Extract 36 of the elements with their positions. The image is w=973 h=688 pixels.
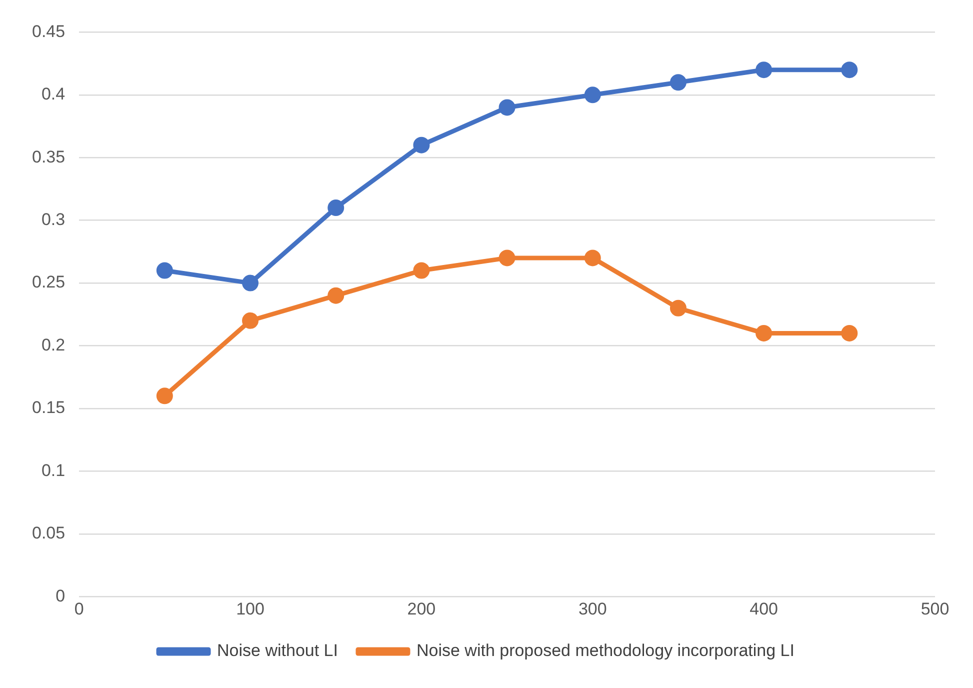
y-tick-label: 0.1 [41,460,66,480]
point [841,324,858,342]
point [242,274,259,292]
x-tick-label: 400 [750,599,778,618]
x-tick-label: 100 [236,599,264,618]
y-tick-label: 0 [56,586,66,606]
legend-label: Noise without LI [217,641,338,660]
point [756,62,772,78]
point [156,388,173,404]
y-tick-label: 0.15 [32,398,66,418]
point [328,287,344,304]
point [413,262,430,279]
x-tick-label: 0 [74,599,84,618]
point [413,136,430,154]
x-tick-label: 500 [920,599,950,618]
point [584,86,601,104]
point [670,300,686,316]
y-tick-label: 0.25 [32,272,66,292]
y-tick-label: 0.2 [41,335,66,354]
point [670,74,686,91]
point [841,62,858,78]
y-tick-label: 0.45 [32,22,66,41]
x-tick-label: 200 [407,599,436,618]
point [328,200,344,216]
point [242,312,259,329]
legend-label: Noise with proposed methodology incorporating LI [416,641,794,660]
point [498,99,516,116]
y-tick-label: 0.35 [32,147,66,166]
x-tick-label: 300 [578,599,607,618]
point [584,250,601,266]
y-tick-label: 0.4 [41,84,66,104]
point [756,324,772,342]
point [156,262,173,279]
y-tick-label: 0.3 [41,210,66,230]
y-tick-label: 0.05 [32,524,66,543]
point [498,250,516,266]
